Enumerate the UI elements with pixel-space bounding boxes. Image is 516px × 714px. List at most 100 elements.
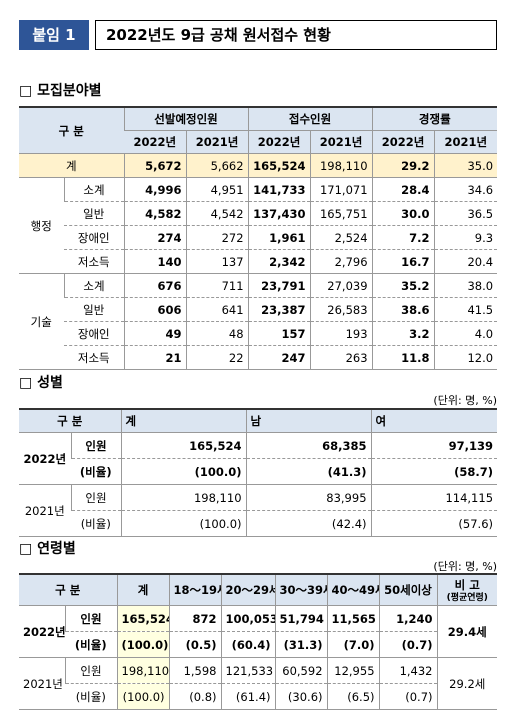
data-row: 2022년 인원 165,524 872 100,053 51,794 11,565 1,24…	[19, 605, 498, 658]
cell: 97,139	[370, 432, 498, 459]
cell: 1,240	[378, 605, 438, 632]
row-label: 소계	[63, 177, 125, 202]
cell: 35.0	[433, 153, 498, 178]
cell: 4,996	[123, 177, 187, 202]
header-cell: 18～19세	[168, 573, 222, 606]
row-label: 인원	[64, 605, 118, 632]
cell: 12,955	[326, 657, 380, 684]
cell: (61.4)	[220, 683, 276, 710]
data-row: (비율) (100.0) (0.5) (60.4) (31.3) (7.0) (0.7)	[19, 631, 497, 658]
cell: 1,961	[247, 225, 311, 250]
cell: (0.5)	[168, 631, 222, 658]
badge: 붙임 1	[19, 20, 89, 50]
cell: 26,583	[309, 297, 373, 322]
cell: 263	[309, 345, 373, 370]
cell: 34.6	[433, 177, 498, 202]
cell: 2,796	[309, 249, 373, 274]
cell: 29.2	[371, 153, 435, 178]
field-table: 구 분 선발예정인원 접수인원 경쟁률 2022년 2021년 2022년 2021년 2022…	[19, 106, 498, 370]
total-row: 계 5,672 5,662 165,524 198,110 29.2 35.0	[19, 153, 498, 178]
cell: 165,524	[247, 153, 311, 178]
cell: 193	[309, 321, 373, 346]
header-cell: 2022년	[247, 130, 311, 154]
cell: 171,071	[309, 177, 373, 202]
header-cell: 20～29세	[220, 573, 276, 606]
cell: 4,951	[185, 177, 249, 202]
cell: 274	[123, 225, 187, 250]
row-label: (비율)	[65, 631, 118, 658]
header-cell: 2021년	[433, 130, 498, 154]
year-label: 2021년	[19, 484, 71, 537]
cell: 641	[185, 297, 249, 322]
cell: (42.4)	[245, 510, 372, 537]
year-label: 2022년	[19, 605, 65, 658]
row-label: (비율)	[65, 683, 118, 710]
data-row: 일반 4,582 4,542 137,430 165,751 30.0 36.5	[19, 201, 498, 226]
data-row: (비율) (100.0) (41.3) (58.7)	[19, 458, 498, 485]
header-cell: 2022년	[371, 130, 435, 154]
note: 29.4세	[436, 605, 498, 658]
data-row: 저소득 140 137 2,342 2,796 16.7 20.4	[19, 249, 498, 274]
cell: 4,542	[185, 201, 249, 226]
cell: 140	[123, 249, 187, 274]
row-label: 장애인	[64, 225, 125, 250]
cell: 4.0	[433, 321, 498, 346]
header-cell: 40～49세	[326, 573, 380, 606]
cell: (6.5)	[326, 683, 380, 710]
unit-note: (단위: 명, %)	[433, 560, 497, 573]
year-label: 2021년	[19, 657, 65, 710]
header-cell: 구 분	[19, 573, 118, 606]
cell: 48	[185, 321, 249, 346]
header-cell: 비 고 (평균연령)	[436, 573, 498, 606]
cell: 198,110	[309, 153, 373, 178]
row-label: 소계	[63, 273, 125, 298]
data-row: 기술 소계 676 711 23,791 27,039 35.2 38.0	[19, 273, 498, 370]
cell: (100.0)	[116, 631, 170, 658]
cell: 165,751	[309, 201, 373, 226]
cell: 9.3	[433, 225, 498, 250]
header-cell: 30～39세	[274, 573, 328, 606]
cell: 114,115	[370, 484, 498, 511]
cell: 3.2	[371, 321, 435, 346]
cell: (0.8)	[168, 683, 222, 710]
row-label: 저소득	[64, 345, 125, 370]
row-label: 인원	[70, 432, 122, 459]
header-cell: 선발예정인원	[123, 106, 249, 131]
cell: 68,385	[245, 432, 372, 459]
cell: 606	[123, 297, 187, 322]
cell: 1,432	[378, 657, 438, 684]
page-title: 2022년도 9급 공채 원서접수 현황	[95, 20, 497, 50]
cell: 247	[247, 345, 311, 370]
row-label: 일반	[64, 297, 125, 322]
header-cell: 구 분	[19, 106, 125, 154]
cell: 16.7	[371, 249, 435, 274]
header-cell: 2021년	[309, 130, 373, 154]
cell: 21	[123, 345, 187, 370]
cell: 60,592	[274, 657, 328, 684]
cell: (0.7)	[378, 631, 438, 658]
cell: 2,524	[309, 225, 373, 250]
cell: 137	[185, 249, 249, 274]
cell: 83,995	[245, 484, 372, 511]
section-title: □ 모집분야별	[19, 83, 102, 99]
cell: (0.7)	[378, 683, 438, 710]
cell: 35.2	[371, 273, 435, 298]
cell: 49	[123, 321, 187, 346]
header-text: 비 고	[454, 578, 480, 592]
cell: (100.0)	[120, 458, 247, 485]
header-cell: 2021년	[185, 130, 249, 154]
data-row: (비율) (100.0) (0.8) (61.4) (30.6) (6.5) (0.7)	[19, 683, 497, 710]
cell: (30.6)	[274, 683, 328, 710]
header-row: 구 분 선발예정인원 접수인원 경쟁률	[19, 106, 498, 154]
cell: (100.0)	[116, 683, 170, 710]
section-title: □ 성별	[19, 375, 63, 391]
header-cell: 구 분	[19, 408, 122, 433]
cell: 272	[185, 225, 249, 250]
cell: (58.7)	[370, 458, 498, 485]
header-cell: 계	[116, 573, 170, 606]
section-title: □ 연령별	[19, 541, 76, 557]
